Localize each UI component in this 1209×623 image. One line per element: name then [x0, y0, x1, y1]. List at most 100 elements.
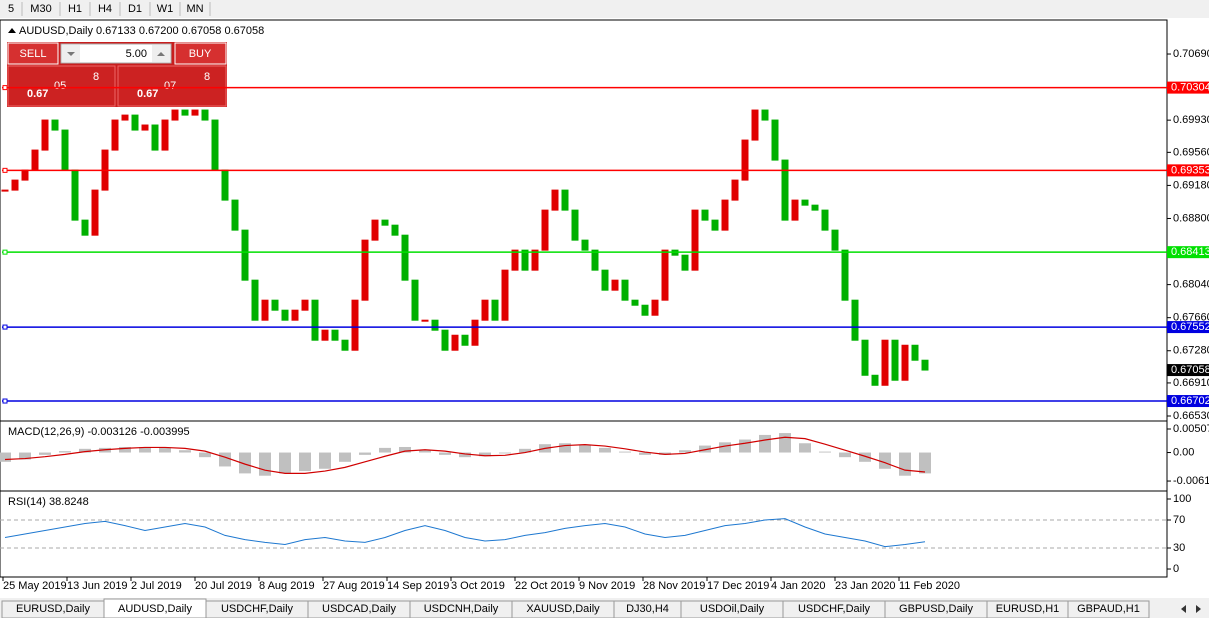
rsi-title: RSI(14) 38.8248 — [8, 496, 89, 508]
tab-label[interactable]: XAUUSD,Daily — [526, 603, 600, 615]
macd-bar — [639, 452, 651, 455]
macd-bar — [399, 446, 411, 453]
level-label: 0.70304 — [1171, 82, 1209, 94]
macd-bar — [899, 452, 911, 476]
tab-label[interactable]: DJ30,H4 — [626, 603, 669, 615]
timeframe-button[interactable]: H1 — [68, 3, 82, 15]
macd-bar — [759, 434, 771, 453]
candle — [391, 224, 399, 236]
price-tick-label: 0.66530 — [1173, 410, 1209, 422]
candle — [221, 169, 229, 201]
rsi-tick-label: 100 — [1173, 493, 1191, 505]
timeframe-button[interactable]: 5 — [8, 3, 14, 15]
tab-label[interactable]: USDCHF,Daily — [798, 603, 871, 615]
candle — [471, 319, 479, 346]
candle — [871, 374, 879, 386]
candle — [541, 209, 549, 251]
candle — [691, 209, 699, 271]
candle — [191, 109, 199, 116]
candle — [581, 239, 589, 251]
macd-bar — [19, 452, 31, 460]
bid-box[interactable] — [7, 65, 116, 107]
candle — [531, 249, 539, 271]
macd-bar — [139, 446, 151, 453]
candle — [141, 124, 149, 131]
ask-box[interactable] — [117, 65, 227, 107]
current-price-bg — [1167, 364, 1209, 377]
tab-label[interactable]: EURUSD,H1 — [996, 603, 1060, 615]
candle — [881, 339, 889, 386]
tab-label[interactable]: EURUSD,Daily — [16, 603, 90, 615]
toolbar — [0, 0, 1209, 18]
candle — [491, 299, 499, 321]
timeframe-button[interactable]: M30 — [30, 3, 51, 15]
candle — [311, 299, 319, 341]
rsi-tick-label: 30 — [1173, 542, 1185, 554]
tab-label[interactable]: USDCHF,Daily — [221, 603, 294, 615]
tab-scroll-right[interactable] — [1196, 605, 1201, 613]
up-arrow — [157, 52, 165, 56]
level-label-bg — [1167, 395, 1209, 408]
timeframe-button[interactable]: W1 — [157, 3, 174, 15]
date-label: 13 Jun 2019 — [67, 580, 128, 592]
price-tick-label: 0.66910 — [1173, 377, 1209, 389]
sell-button[interactable] — [7, 42, 59, 65]
level-handle[interactable] — [2, 249, 8, 255]
candle — [511, 249, 519, 271]
candle — [711, 219, 719, 231]
candle — [851, 299, 859, 341]
candle — [181, 109, 189, 116]
date-label: 8 Aug 2019 — [259, 580, 315, 592]
buy-label[interactable]: BUY — [189, 48, 212, 60]
date-label: 2 Jul 2019 — [131, 580, 182, 592]
timeframe-button[interactable]: D1 — [128, 3, 142, 15]
level-label-bg — [1167, 164, 1209, 177]
candle — [681, 254, 689, 271]
down-arrow — [67, 52, 75, 56]
tab-label[interactable]: GBPAUD,H1 — [1077, 603, 1140, 615]
level-label-bg — [1167, 321, 1209, 334]
lots-field[interactable] — [60, 43, 172, 64]
candle — [521, 249, 529, 271]
date-label: 4 Jan 2020 — [771, 580, 825, 592]
candle — [61, 129, 69, 171]
tab-label[interactable]: GBPUSD,Daily — [899, 603, 973, 615]
tab-scroll-left[interactable] — [1181, 605, 1186, 613]
candle — [661, 249, 669, 301]
level-handle[interactable] — [2, 85, 8, 91]
candle — [811, 204, 819, 211]
price-tick-label: 0.70690 — [1173, 48, 1209, 60]
level-handle[interactable] — [2, 398, 8, 404]
candle — [341, 339, 349, 351]
level-handle[interactable] — [2, 324, 8, 330]
candle — [361, 239, 369, 301]
candle — [901, 344, 909, 381]
buy-button[interactable] — [174, 42, 227, 65]
candle — [841, 249, 849, 301]
candle — [461, 334, 469, 346]
candle — [11, 179, 19, 191]
timeframe-button[interactable]: MN — [186, 3, 203, 15]
lots-value[interactable]: 5.00 — [126, 48, 147, 60]
candle — [621, 279, 629, 301]
tab-label[interactable]: USDCNH,Daily — [424, 603, 499, 615]
tab-label[interactable]: USDCAD,Daily — [322, 603, 396, 615]
candle — [721, 199, 729, 231]
collapse-icon[interactable] — [8, 28, 16, 33]
level-label-bg — [1167, 246, 1209, 259]
date-label: 17 Dec 2019 — [707, 580, 769, 592]
sell-label[interactable]: SELL — [20, 48, 47, 60]
candle — [891, 339, 899, 381]
chart-header: AUDUSD,Daily 0.67133 0.67200 0.67058 0.6… — [19, 25, 264, 37]
candle — [761, 109, 769, 121]
candle — [501, 269, 509, 321]
ask-sup: 8 — [204, 71, 210, 83]
candle — [451, 334, 459, 351]
candle — [561, 189, 569, 211]
macd-bar — [799, 443, 811, 453]
level-handle[interactable] — [2, 167, 8, 173]
tab-label[interactable]: AUDUSD,Daily — [118, 603, 192, 615]
timeframe-button[interactable]: H4 — [98, 3, 112, 15]
tab-label[interactable]: USDOil,Daily — [700, 603, 765, 615]
